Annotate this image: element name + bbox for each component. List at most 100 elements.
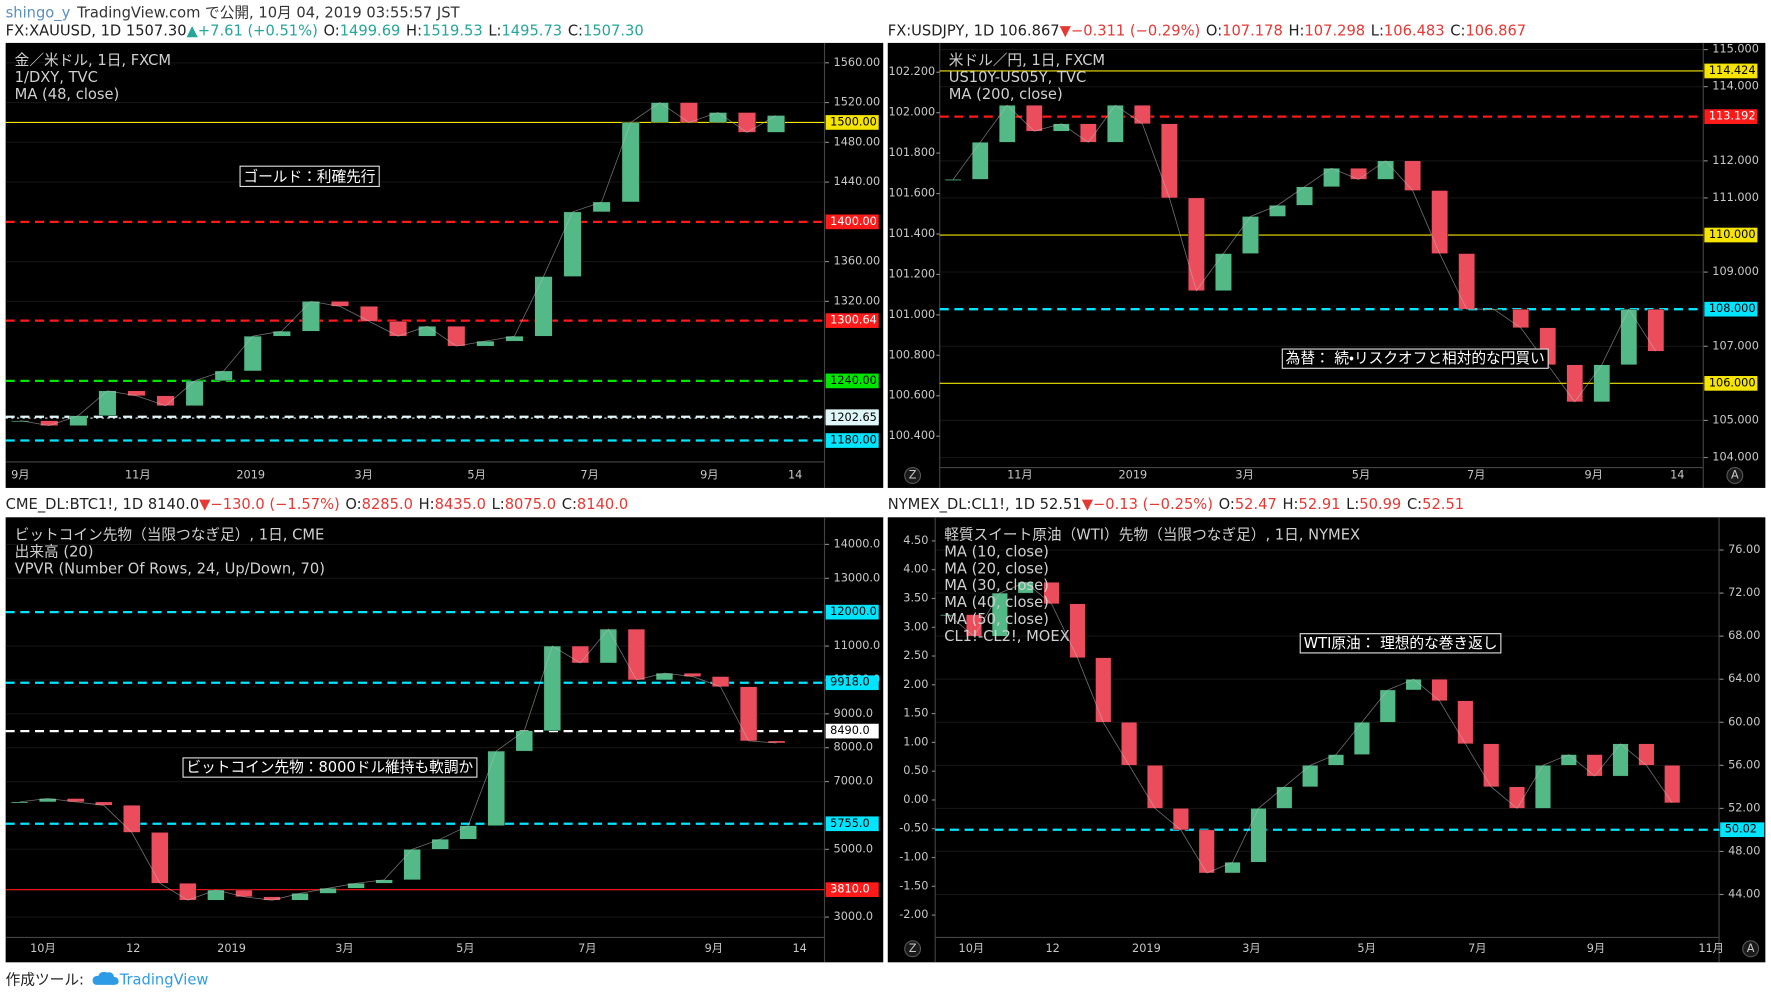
candle	[1647, 309, 1665, 352]
annotation: ビットコイン先物：8000ドル維持も軟調か	[186, 759, 473, 776]
left-tick-label: 101.600	[889, 187, 936, 200]
legend-line: MA (20, close)	[944, 560, 1049, 577]
left-tick-label: 3.50	[903, 591, 928, 604]
price-tag-label: 1300.64	[830, 314, 877, 327]
scale-button[interactable]	[1742, 940, 1760, 958]
x-tick-label: 2019	[236, 469, 265, 482]
ohlc-value: 1507.30	[583, 23, 644, 40]
x-tick-label: 5月	[467, 469, 485, 482]
y-tick-label: 5000.0	[834, 842, 873, 855]
candle	[534, 276, 553, 337]
x-tick-label: 14	[788, 469, 802, 482]
candle	[1323, 168, 1340, 187]
legend-line: MA (30, close)	[944, 577, 1049, 594]
x-tick-label: 14	[1670, 469, 1684, 482]
candle	[1224, 862, 1241, 874]
left-tick-label: 100.800	[889, 348, 936, 361]
chart-panel: CME_DL:BTC1!, 1D 8140.0▼−130.0 (−1.57%) O…	[5, 496, 884, 963]
price-tag-label: 1400.00	[830, 215, 877, 228]
ohlc-label: O:	[1206, 23, 1222, 40]
candle	[431, 839, 449, 850]
left-tick-label: 102.200	[889, 65, 936, 78]
scale-button-label: Z	[909, 942, 917, 955]
ohlc-value: 52.47	[1235, 496, 1277, 513]
candle	[1188, 197, 1205, 291]
chart-panel: FX:XAUUSD, 1D 1507.30▲+7.61 (+0.51%) O:14…	[5, 23, 884, 488]
symbol: FX:USDJPY, 1D 106.867	[888, 23, 1060, 40]
candle	[1121, 722, 1138, 766]
y-tick-label: 52.00	[1728, 801, 1760, 814]
legend-line: 出来高 (20)	[15, 543, 94, 560]
candle	[1107, 105, 1124, 143]
author[interactable]: shingo_y	[6, 5, 71, 22]
footer-label: 作成ツール:	[6, 971, 84, 988]
candle	[360, 306, 378, 322]
price-tag	[825, 433, 879, 448]
ohlc-label: H:	[419, 496, 435, 513]
price-tag-label: 1202.65	[830, 411, 877, 424]
y-tick-label: 76.00	[1728, 543, 1760, 556]
candle	[738, 112, 756, 133]
candle	[1242, 216, 1259, 254]
y-tick-label: 72.00	[1728, 586, 1760, 599]
price-tag-label: 113.192	[1709, 110, 1756, 123]
scale-button-label: A	[1747, 942, 1755, 955]
y-tick-label: 8000.0	[834, 741, 873, 754]
candle	[1534, 765, 1551, 809]
symbol: CME_DL:BTC1!, 1D 8140.0	[6, 496, 200, 513]
price-tag-label: 8490.0	[830, 724, 869, 737]
y-tick-label: 3000.0	[834, 910, 873, 923]
legend-line: ビットコイン先物（当限つなぎ足）, 1日, CME	[15, 526, 325, 543]
candle	[1483, 743, 1500, 788]
left-tick-label: 100.400	[889, 429, 936, 442]
ohlc-label: L:	[488, 23, 501, 40]
scale-button[interactable]	[1726, 467, 1744, 484]
ohlc-value: 8075.0	[505, 496, 556, 513]
price-tag	[825, 723, 879, 739]
left-tick-label: 101.200	[889, 267, 936, 280]
candle	[1566, 364, 1584, 403]
scale-button[interactable]	[904, 940, 922, 958]
candle	[185, 380, 204, 406]
candle	[1296, 186, 1313, 206]
scale-button[interactable]	[904, 467, 922, 484]
candle	[1198, 829, 1215, 874]
x-tick-label: 10月	[30, 942, 56, 955]
footer-brand[interactable]: TradingView	[119, 971, 209, 988]
y-tick-label: 64.00	[1728, 672, 1760, 685]
left-tick-label: -0.50	[899, 822, 928, 835]
x-tick-label: 14	[792, 942, 806, 955]
price-tag-label: 3810.0	[830, 883, 869, 896]
y-tick-label: 1320.00	[834, 294, 881, 307]
y-tick-label: 9000.0	[834, 707, 873, 720]
candle	[679, 102, 698, 123]
y-tick-label: 104.000	[1712, 451, 1759, 464]
ohlc-value: 52.51	[1422, 496, 1464, 513]
candle	[971, 142, 989, 180]
left-tick-label: -2.00	[899, 908, 928, 921]
candle	[214, 370, 233, 382]
x-tick-label: 5月	[456, 942, 474, 955]
legend-line: MA (48, close)	[15, 86, 120, 103]
left-tick-label: 4.50	[903, 534, 928, 547]
chart-background	[887, 517, 1766, 963]
ohlc-label: H:	[1288, 23, 1304, 40]
change: ▼−0.311 (−0.29%)	[1060, 23, 1201, 40]
legend-line: MA (50, close)	[944, 611, 1049, 628]
candle	[1353, 722, 1370, 755]
x-tick-label: 12	[126, 942, 140, 955]
candle	[1431, 679, 1448, 701]
annotation-box	[239, 165, 380, 188]
legend-line: 米ドル／円, 1日, FXCM	[949, 52, 1105, 69]
candle	[1586, 754, 1603, 777]
price-tag-label: 1500.00	[830, 115, 877, 128]
scale-button-label: Z	[909, 469, 917, 482]
price-tag-label: 9918.0	[830, 676, 869, 689]
candle	[711, 676, 730, 687]
left-tick-label: 4.00	[903, 563, 928, 576]
ohlc-value: 107.298	[1304, 23, 1365, 40]
ohlc-value: 1495.73	[501, 23, 562, 40]
ohlc-value: 8285.0	[362, 496, 413, 513]
price-tag-label: 1180.00	[830, 434, 877, 447]
price-tag-label: 1240.00	[830, 374, 877, 387]
